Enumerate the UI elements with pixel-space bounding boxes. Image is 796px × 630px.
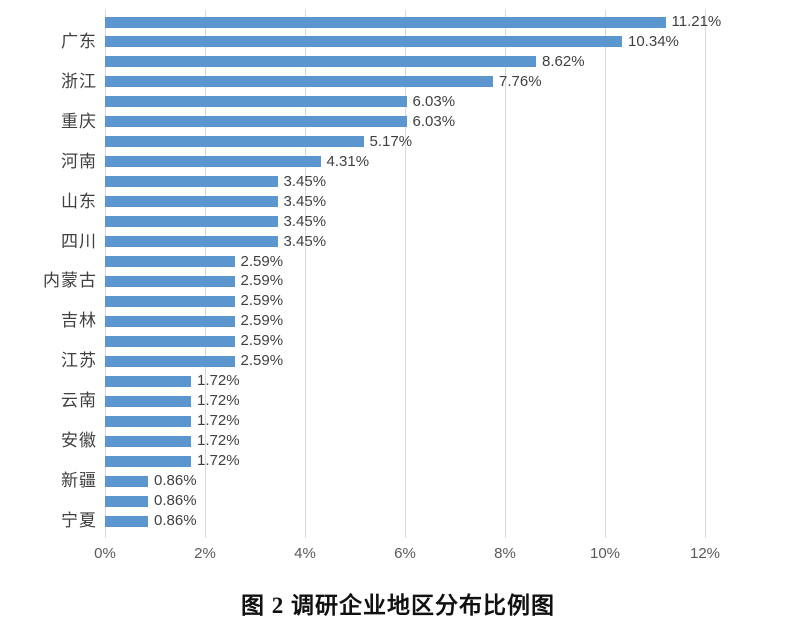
- bar: [105, 236, 278, 248]
- category-label: 安徽: [61, 431, 97, 451]
- bar: [105, 36, 622, 48]
- value-label: 10.34%: [628, 32, 679, 50]
- bar: [105, 256, 235, 268]
- category-label: 云南: [61, 391, 97, 411]
- bar: [105, 116, 407, 128]
- bar: [105, 475, 148, 487]
- bar: [105, 196, 278, 208]
- x-tick-label: 0%: [94, 545, 116, 562]
- bar: [105, 156, 321, 168]
- value-label: 2.59%: [240, 332, 284, 350]
- value-label: 1.72%: [197, 392, 240, 410]
- bar: [105, 395, 191, 407]
- gridline: [205, 10, 206, 538]
- category-label: 重庆: [61, 111, 97, 131]
- bar: [105, 455, 191, 467]
- value-label: 0.86%: [154, 512, 197, 529]
- value-label: 1.72%: [197, 372, 240, 390]
- value-label: 2.59%: [240, 252, 284, 270]
- gridline: [305, 10, 306, 538]
- value-label: 2.59%: [240, 352, 284, 370]
- bar: [105, 136, 364, 148]
- category-label: 四川: [61, 231, 97, 251]
- value-label: 2.59%: [240, 292, 284, 310]
- category-label: 江苏: [61, 351, 97, 371]
- bar: [105, 176, 278, 188]
- figure-caption: 图 2 调研企业地区分布比例图: [241, 593, 555, 618]
- category-label: 广东: [61, 31, 97, 51]
- bar: [105, 335, 235, 347]
- bar: [105, 56, 536, 68]
- value-label: 3.45%: [283, 192, 327, 210]
- bar: [105, 435, 191, 447]
- value-label: 7.76%: [499, 72, 542, 90]
- value-label: 3.45%: [283, 232, 327, 250]
- gridline: [505, 10, 506, 538]
- x-tick-label: 12%: [689, 545, 721, 562]
- category-label: 河南: [61, 151, 97, 171]
- value-label: 3.45%: [283, 172, 327, 190]
- value-label: 1.72%: [197, 452, 240, 470]
- category-label: 浙江: [61, 71, 97, 91]
- value-label: 0.86%: [154, 492, 197, 510]
- gridline: [605, 10, 606, 538]
- bar: [105, 355, 235, 367]
- x-tick-label: 4%: [294, 545, 316, 562]
- category-label: 山东: [61, 191, 97, 211]
- bar: [105, 515, 148, 527]
- bar: [105, 375, 191, 387]
- x-tick-label: 10%: [589, 545, 621, 562]
- value-label: 6.03%: [412, 112, 456, 130]
- value-label: 11.21%: [671, 13, 722, 30]
- value-label: 4.31%: [326, 152, 370, 170]
- value-label: 0.86%: [154, 472, 197, 490]
- category-label: 吉林: [61, 311, 97, 331]
- bar: [105, 415, 191, 427]
- value-label: 2.59%: [240, 312, 284, 330]
- value-label: 1.72%: [197, 432, 240, 450]
- value-label: 3.45%: [283, 212, 327, 230]
- value-label: 2.59%: [240, 272, 284, 290]
- x-tick-label: 8%: [494, 545, 516, 562]
- category-label: 宁夏: [61, 511, 97, 530]
- category-label: 内蒙古: [43, 271, 97, 291]
- value-label: 5.17%: [369, 132, 413, 150]
- bar: [105, 495, 148, 507]
- x-tick-label: 2%: [194, 545, 216, 562]
- value-label: 1.72%: [197, 412, 240, 430]
- bar: [105, 16, 666, 28]
- value-label: 6.03%: [412, 92, 456, 110]
- gridline: [105, 10, 106, 538]
- bar: [105, 96, 407, 108]
- bar: [105, 216, 278, 228]
- category-label: 新疆: [61, 471, 97, 491]
- bar: [105, 295, 235, 307]
- bar: [105, 275, 235, 287]
- gridline: [405, 10, 406, 538]
- bar: [105, 315, 235, 327]
- x-tick-label: 6%: [394, 545, 416, 562]
- bar: [105, 76, 493, 88]
- value-label: 8.62%: [542, 52, 585, 70]
- gridline: [705, 10, 706, 538]
